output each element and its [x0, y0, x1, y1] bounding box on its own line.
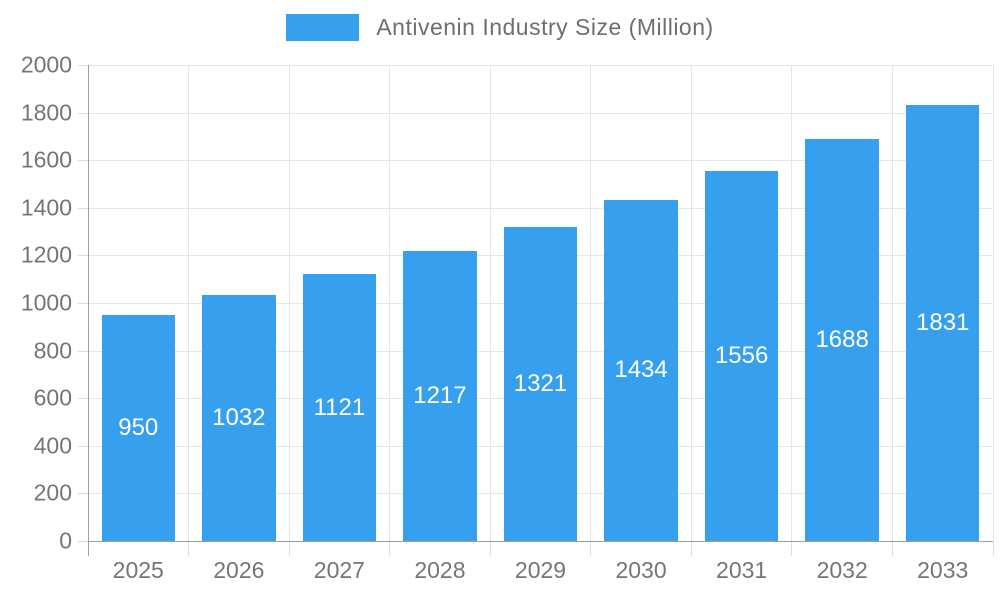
- x-axis-category-label: 2028: [414, 557, 466, 583]
- y-axis-tick-label: 600: [33, 384, 72, 411]
- y-gridline: [88, 160, 993, 162]
- y-axis-tick-label: 1400: [20, 194, 72, 221]
- x-axis-category-label: 2032: [816, 557, 868, 583]
- y-gridline: [88, 207, 993, 209]
- x-gridline: [690, 65, 692, 541]
- legend-label: Antivenin Industry Size (Million): [376, 14, 714, 40]
- x-gridline: [489, 65, 491, 541]
- x-gridline: [891, 65, 893, 541]
- x-axis-category-label: 2033: [917, 557, 969, 583]
- x-axis-category-label: 2030: [615, 557, 667, 583]
- x-gridline: [590, 65, 592, 541]
- y-axis-tick: [78, 398, 88, 400]
- x-axis-category-label: 2026: [213, 557, 265, 583]
- bar-value-label: 1121: [313, 393, 366, 421]
- x-axis-tick: [992, 542, 994, 556]
- bar-value-label: 1321: [513, 369, 568, 397]
- x-axis-tick: [389, 542, 391, 556]
- bar-value-label: 1688: [815, 326, 869, 354]
- y-axis-tick: [78, 493, 88, 495]
- bar-2028[interactable]: 1217: [403, 251, 477, 541]
- bar-value-label: 1217: [413, 382, 467, 410]
- bar-2030[interactable]: 1434: [604, 199, 678, 541]
- y-axis-tick-label: 400: [33, 432, 72, 459]
- y-axis-tick-label: 2000: [20, 51, 72, 78]
- bar-value-label: 1831: [916, 309, 970, 337]
- y-axis-tick: [78, 541, 88, 542]
- x-axis-tick: [590, 542, 592, 556]
- x-axis-tick: [288, 542, 290, 556]
- y-gridline: [88, 65, 993, 66]
- y-axis-tick: [78, 445, 88, 447]
- y-axis-tick: [78, 350, 88, 352]
- x-axis-category-label: 2031: [716, 557, 768, 583]
- x-gridline: [791, 65, 793, 541]
- y-axis-tick-label: 200: [33, 479, 72, 506]
- bar-2026[interactable]: 1032: [202, 295, 276, 541]
- x-axis-tick: [690, 542, 692, 556]
- y-axis-tick: [78, 112, 88, 114]
- legend-item-antivenin-industry-size[interactable]: Antivenin Industry Size (Million): [286, 14, 713, 41]
- x-gridline: [389, 65, 391, 541]
- y-axis-tick-label: 800: [33, 337, 72, 364]
- x-axis-tick: [489, 542, 491, 556]
- y-axis-tick-label: 1000: [20, 289, 72, 316]
- x-gridline: [188, 65, 190, 541]
- bar-2031[interactable]: 1556: [704, 170, 779, 541]
- bar-2027[interactable]: 1121: [302, 274, 377, 541]
- bar-2033[interactable]: 1831: [906, 105, 980, 541]
- y-axis-tick-label: 0: [59, 527, 72, 554]
- y-gridline: [88, 112, 993, 114]
- x-axis-category-label: 2029: [514, 557, 567, 583]
- y-axis-tick: [78, 303, 88, 304]
- y-axis-tick: [78, 65, 88, 66]
- plot-area: 950 1032 1121 1217 1321 1434 1556 1688 1831: [88, 65, 994, 542]
- y-axis-tick-label: 1800: [20, 99, 72, 126]
- bar-value-label: 1556: [714, 341, 769, 369]
- y-axis-tick-label: 1200: [20, 241, 72, 268]
- bar-value-label: 1434: [614, 356, 668, 384]
- x-axis-tick: [891, 542, 893, 556]
- x-axis-tick: [188, 542, 190, 556]
- x-axis-tick: [791, 542, 793, 556]
- x-gridline: [992, 65, 994, 541]
- bar-2029[interactable]: 1321: [503, 226, 578, 541]
- y-axis-tick-label: 1600: [20, 146, 72, 173]
- bar-value-label: 1032: [212, 404, 266, 432]
- x-axis-category-label: 2025: [112, 557, 164, 583]
- legend-swatch-icon: [286, 14, 360, 41]
- y-axis-tick: [78, 160, 88, 162]
- x-axis-category-label: 2027: [313, 557, 365, 583]
- x-gridline: [288, 65, 290, 541]
- bar-2025[interactable]: 950: [101, 314, 175, 541]
- bar-value-label: 950: [118, 413, 159, 441]
- bar-2032[interactable]: 1688: [805, 139, 879, 541]
- y-axis-tick: [78, 255, 88, 257]
- x-axis-line: [88, 541, 993, 542]
- y-axis-line: [88, 65, 89, 556]
- y-axis-tick: [78, 207, 88, 209]
- chart-legend: Antivenin Industry Size (Million): [0, 14, 1000, 41]
